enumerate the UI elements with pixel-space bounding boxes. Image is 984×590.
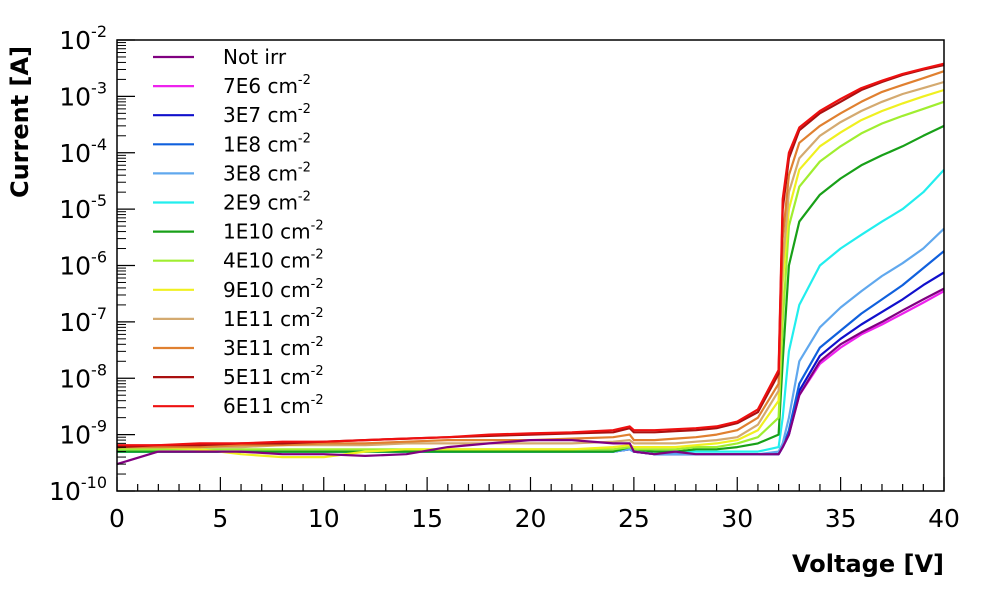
y-tick-label: 10-10 — [49, 473, 107, 506]
y-tick-label: 10-5 — [59, 191, 107, 224]
series-line-11 — [117, 70, 945, 449]
legend-label: 7E6 cm-2 — [223, 73, 311, 98]
series-line-9 — [117, 88, 945, 459]
x-axis-title: Voltage [V] — [792, 550, 944, 578]
x-tick-label: 10 — [308, 504, 340, 533]
x-tick-label: 5 — [212, 504, 228, 533]
y-axis-ticks: 10-10 10-9 10-8 10-7 10-6 10-5 10-4 10-3 10-2 — [49, 22, 135, 506]
series-line-1 — [116, 287, 945, 466]
y-tick-label: 10-2 — [59, 22, 107, 55]
x-tick-label: 30 — [721, 504, 753, 533]
x-tick-label: 0 — [109, 504, 125, 533]
x-tick-label: 25 — [618, 504, 650, 533]
y-tick-label: 10-8 — [59, 360, 107, 393]
x-tick-label: 15 — [411, 504, 443, 533]
legend-label: 9E10 cm-2 — [223, 277, 324, 302]
legend-label: 2E9 cm-2 — [223, 190, 311, 215]
x-tick-label: 20 — [515, 504, 547, 533]
x-tick-label: 35 — [825, 504, 857, 533]
legend-label: 3E7 cm-2 — [223, 102, 311, 127]
series-line-8 — [117, 100, 945, 451]
y-tick-label: 10-4 — [59, 135, 107, 168]
legend-label: 1E11 cm-2 — [223, 306, 324, 331]
series-line-13 — [117, 62, 945, 447]
series-layer — [116, 62, 945, 466]
x-axis-ticks: 0 5 10 15 20 25 30 35 40 — [109, 477, 960, 533]
legend-label: 6E11 cm-2 — [223, 393, 324, 418]
legend-label: 3E11 cm-2 — [223, 335, 324, 360]
series-line-10 — [117, 80, 945, 449]
legend-label: Not irr — [223, 45, 287, 69]
legend-label: 3E8 cm-2 — [223, 160, 311, 185]
y-tick-label: 10-7 — [59, 304, 107, 337]
y-tick-label: 10-6 — [59, 248, 107, 281]
legend: Not irr 7E6 cm-2 3E7 cm-2 1E8 cm-2 3E8 cm-2 2… — [153, 45, 324, 418]
legend-label: 1E8 cm-2 — [223, 131, 311, 156]
legend-label: 1E10 cm-2 — [223, 219, 324, 244]
legend-label: 5E11 cm-2 — [223, 364, 324, 389]
y-tick-label: 10-9 — [59, 417, 107, 450]
x-tick-label: 40 — [928, 504, 960, 533]
y-axis-title: Current [A] — [6, 46, 34, 198]
y-tick-label: 10-3 — [59, 78, 107, 111]
legend-label: 4E10 cm-2 — [223, 248, 324, 273]
series-line-7 — [117, 124, 945, 453]
